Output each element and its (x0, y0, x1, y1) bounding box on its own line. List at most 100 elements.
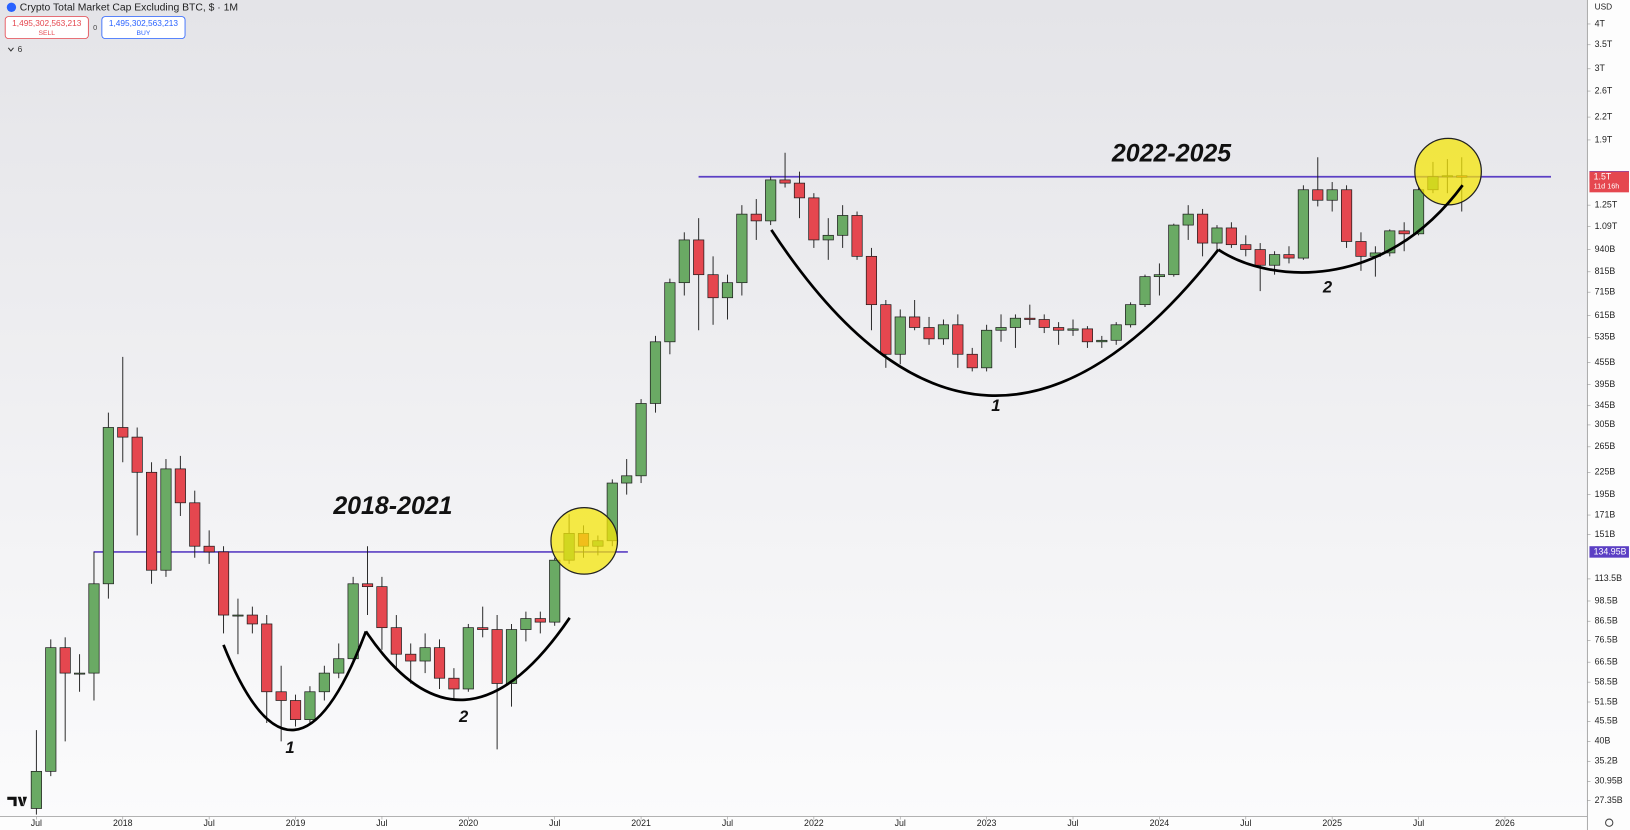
candle-body (1283, 254, 1295, 259)
y-tick-label: 3.5T (1595, 39, 1613, 49)
candle-body (1197, 213, 1209, 244)
levels (93, 175, 1551, 553)
y-tick-label: 225B (1595, 467, 1616, 477)
candle-body (1081, 328, 1093, 343)
candle-body (347, 583, 359, 660)
candle-body (376, 586, 388, 629)
y-tick-label: 2.2T (1595, 111, 1613, 121)
x-tick-label: 2026 (1495, 818, 1515, 828)
price-axis-panel (1587, 0, 1630, 830)
candle-body (837, 215, 849, 236)
candle-body (937, 324, 949, 340)
y-tick-label: 715B (1595, 287, 1616, 297)
y-tick-label: 305B (1595, 419, 1616, 429)
candle-body (390, 627, 402, 655)
y-tick-label: 815B (1595, 266, 1616, 276)
candle-body (1312, 189, 1324, 201)
y-tick-label: 151B (1595, 529, 1616, 539)
candle-body (1024, 317, 1036, 320)
y-tick-label: 2.6T (1595, 85, 1613, 95)
candle-body (1038, 319, 1050, 328)
candle-body (851, 215, 863, 257)
last-price-label: 1.5T (1594, 172, 1612, 182)
x-axis: Jul 2018 Jul 2019 Jul 2020 Jul 2021 Jul 2022 Jul 20… (31, 816, 1515, 828)
candle-body (30, 770, 42, 809)
x-tick-label: 2020 (458, 818, 478, 828)
sell-label[interactable]: SELL (39, 30, 56, 37)
candle-body (1341, 189, 1353, 242)
indicator-count[interactable]: 6 (18, 44, 23, 54)
candle-body (1412, 189, 1425, 235)
candle-body (1125, 304, 1137, 326)
y-tick-label: 113.5B (1595, 573, 1622, 583)
symbol-icon (6, 2, 17, 12)
sell-button[interactable] (4, 16, 89, 39)
candle-body (59, 647, 71, 674)
y-tick-label: 35.2B (1595, 756, 1618, 766)
indicator-toggle[interactable] (7, 47, 14, 52)
buy-label[interactable]: BUY (137, 30, 151, 37)
candle-body (1067, 328, 1079, 331)
candle-body (1110, 324, 1122, 341)
highlight-circle (1414, 137, 1482, 206)
y-tick-label: 86.5B (1595, 616, 1618, 626)
candle-body (1240, 244, 1252, 250)
candle-body (923, 327, 935, 340)
candle-body (88, 583, 100, 674)
x-tick-label: Jul (1067, 818, 1078, 828)
candle-body (1182, 213, 1194, 226)
candle-body (433, 647, 446, 679)
candle-body (1168, 224, 1180, 276)
candle-body (952, 324, 964, 355)
candle-body (520, 618, 532, 630)
candle-body (621, 475, 633, 484)
sell-price[interactable]: 1,495,302,563,213 (12, 18, 82, 28)
buy-button[interactable] (101, 16, 186, 39)
level-badge (1589, 546, 1629, 558)
cup-curves (222, 184, 1464, 732)
x-tick-label: Jul (204, 818, 215, 828)
candle-body (246, 614, 258, 625)
y-tick-label: 30.95B (1595, 776, 1623, 786)
candle-body (289, 700, 302, 720)
settings-icon[interactable] (1605, 818, 1614, 827)
y-tick-label: 45.5B (1595, 716, 1618, 726)
candle-body (981, 329, 993, 369)
spread: 0 (93, 23, 97, 32)
candle-body (131, 436, 143, 473)
x-tick-label: 2025 (1322, 818, 1342, 828)
candle-body (1355, 241, 1367, 257)
candle-body (117, 427, 129, 438)
candle-body (203, 545, 215, 553)
x-tick-label: Jul (1413, 818, 1424, 828)
y-tick-label: 27.35B (1595, 795, 1623, 805)
annotation: 2 (1322, 277, 1333, 296)
logo[interactable] (7, 796, 28, 807)
level-badge-label: 134.95B (1594, 546, 1627, 556)
currency[interactable]: USD (1595, 1, 1613, 11)
x-tick-label: 2022 (804, 818, 824, 828)
annotation: 1 (991, 396, 1000, 415)
symbol-title: Crypto Total Market Cap Excluding BTC, $… (20, 3, 238, 14)
y-tick-label: 535B (1595, 332, 1616, 342)
candle-body (74, 672, 86, 675)
last-price-badge (1589, 171, 1629, 193)
candle-body (995, 327, 1007, 331)
plot-background (0, 0, 1588, 817)
x-tick-label: Jul (376, 818, 387, 828)
cup-curve (770, 229, 1220, 397)
candle-body (1153, 274, 1165, 278)
candle-body (160, 468, 172, 571)
candle-body (664, 282, 676, 343)
candle-body (765, 179, 777, 222)
candle-body (462, 627, 474, 690)
candle-body (217, 551, 230, 616)
y-tick-label: 345B (1595, 400, 1616, 410)
y-tick-label: 3T (1595, 63, 1606, 73)
cup-curve (1217, 184, 1464, 274)
buy-price[interactable]: 1,495,302,563,213 (109, 18, 179, 28)
annotation: 2 (458, 707, 469, 726)
x-tick-label: 2024 (1150, 818, 1170, 828)
candle-body (102, 427, 114, 585)
